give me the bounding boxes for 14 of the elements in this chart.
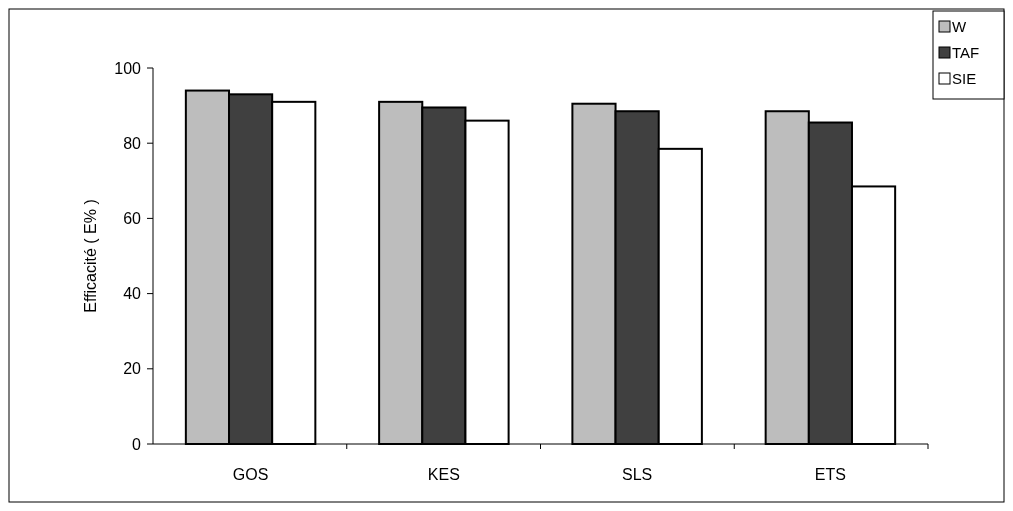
- legend-label: W: [952, 18, 967, 36]
- y-tick-label: 80: [123, 134, 142, 152]
- y-axis-title: Efficacité ( E% ): [82, 199, 99, 313]
- x-tick-label: SLS: [622, 466, 653, 483]
- y-tick-label: 60: [123, 210, 142, 227]
- y-tick-label: 40: [123, 285, 142, 303]
- y-tick-label: 100: [114, 59, 142, 77]
- y-tick-label: 0: [132, 435, 142, 453]
- legend-label: SIE: [952, 70, 977, 88]
- x-tick-label: GOS: [232, 466, 269, 483]
- y-tick-label: 20: [123, 360, 142, 378]
- legend-label: TAF: [952, 44, 980, 62]
- x-tick-label: KES: [427, 466, 460, 483]
- x-tick-label: ETS: [814, 466, 846, 483]
